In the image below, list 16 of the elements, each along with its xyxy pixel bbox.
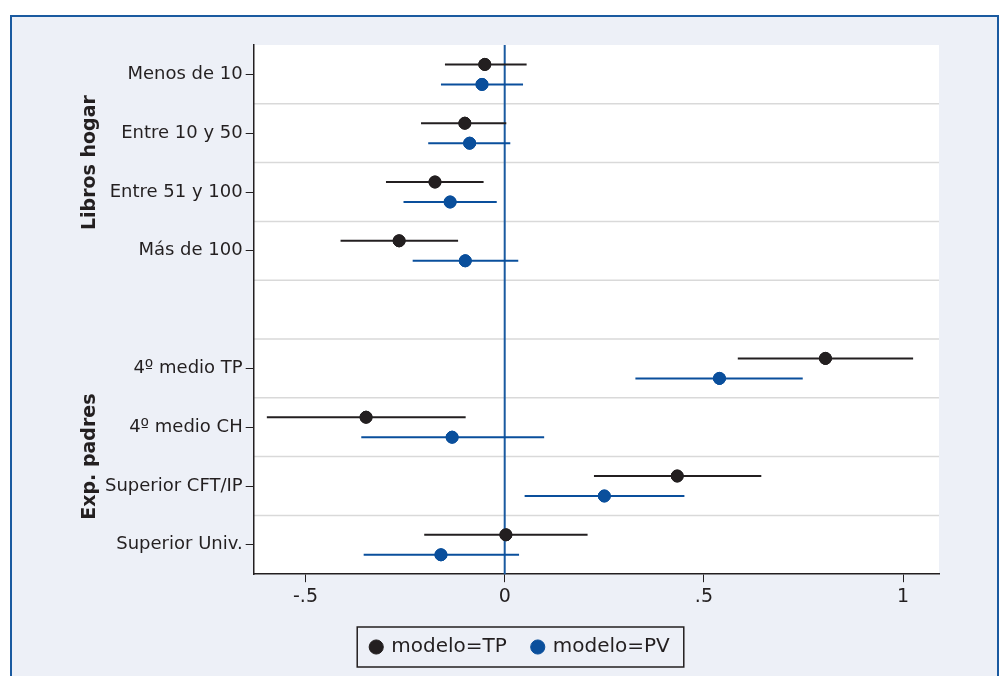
legend-label: modelo=TP	[391, 633, 507, 658]
y-tick-label: Superior CFT/IP	[105, 473, 243, 495]
x-tick-label: 0	[498, 583, 511, 606]
y-tick-label: Superior Univ.	[116, 532, 243, 554]
x-tick-label: 1	[897, 583, 910, 606]
y-tick-label: Entre 10 y 50	[121, 120, 243, 142]
y-tick-label: Más de 100	[138, 238, 243, 260]
y-tick-label: 4º medio CH	[129, 414, 243, 436]
text: Libros hogar	[76, 94, 99, 231]
y-tick-label: Menos de 10	[127, 62, 243, 84]
x-tick-label: -.5	[293, 583, 318, 606]
y-tick-label: 4º medio TP	[133, 356, 243, 378]
y-tick-label: Entre 51 y 100	[109, 179, 243, 201]
x-tick-label: .5	[694, 583, 713, 606]
text: Exp. padres	[76, 393, 99, 520]
legend-label: modelo=PV	[552, 633, 671, 658]
